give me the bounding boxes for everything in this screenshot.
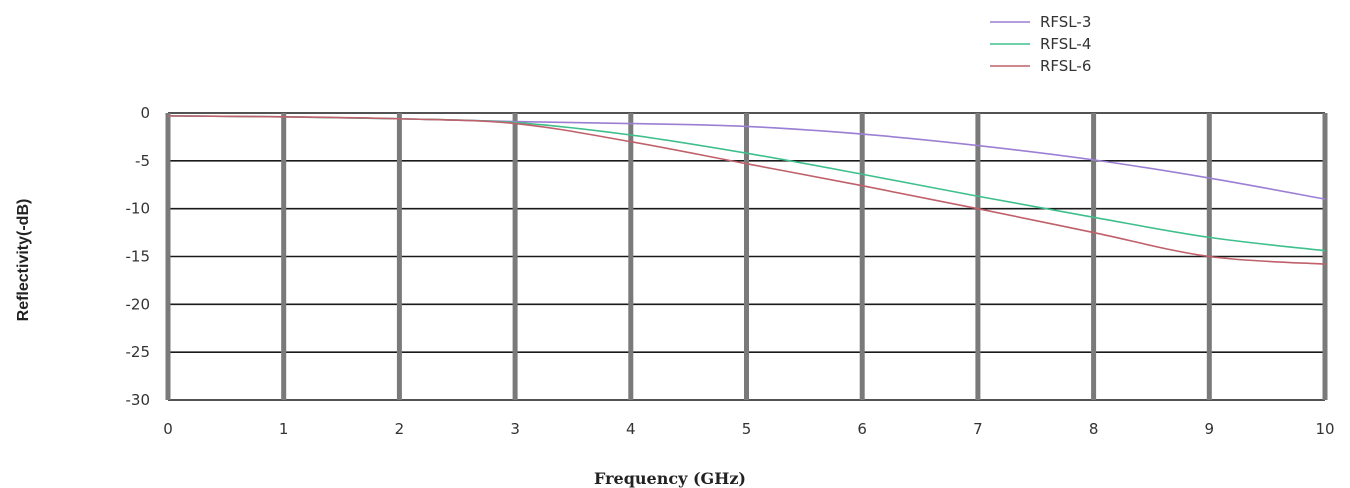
y-tick-label: -20 xyxy=(126,295,151,313)
x-tick-label: 0 xyxy=(163,420,173,438)
y-tick-label: 0 xyxy=(140,104,150,122)
x-tick-label: 3 xyxy=(510,420,520,438)
y-axis-title: Reflectivity(-dB) xyxy=(15,199,32,322)
x-tick-label: 7 xyxy=(973,420,983,438)
tick-labels: 0 -5 -10 -15 -20 -25 -30 0 1 2 3 4 5 6 7 8 9 10 xyxy=(126,104,1335,438)
legend-label: RFSL-3 xyxy=(1040,13,1091,31)
y-tick-label: -10 xyxy=(126,200,151,218)
legend-label: RFSL-6 xyxy=(1040,57,1091,75)
x-axis-title: Frequency (GHz) xyxy=(594,469,746,488)
y-tick-label: -5 xyxy=(135,152,150,170)
series-line-rfsl-6 xyxy=(167,115,1326,265)
x-tick-label: 4 xyxy=(626,420,636,438)
legend: RFSL-3 RFSL-4 RFSL-6 xyxy=(990,13,1091,75)
x-tick-label: 2 xyxy=(395,420,405,438)
x-tick-label: 10 xyxy=(1315,420,1334,438)
x-tick-label: 8 xyxy=(1089,420,1099,438)
x-tick-label: 6 xyxy=(857,420,867,438)
y-tick-label: -25 xyxy=(126,343,151,361)
series-lines xyxy=(167,115,1326,265)
y-tick-label: -30 xyxy=(126,391,151,409)
grid xyxy=(165,112,1328,401)
x-tick-label: 9 xyxy=(1205,420,1215,438)
y-tick-label: -15 xyxy=(126,248,151,266)
x-tick-label: 5 xyxy=(742,420,752,438)
x-tick-label: 1 xyxy=(279,420,289,438)
legend-label: RFSL-4 xyxy=(1040,35,1091,53)
